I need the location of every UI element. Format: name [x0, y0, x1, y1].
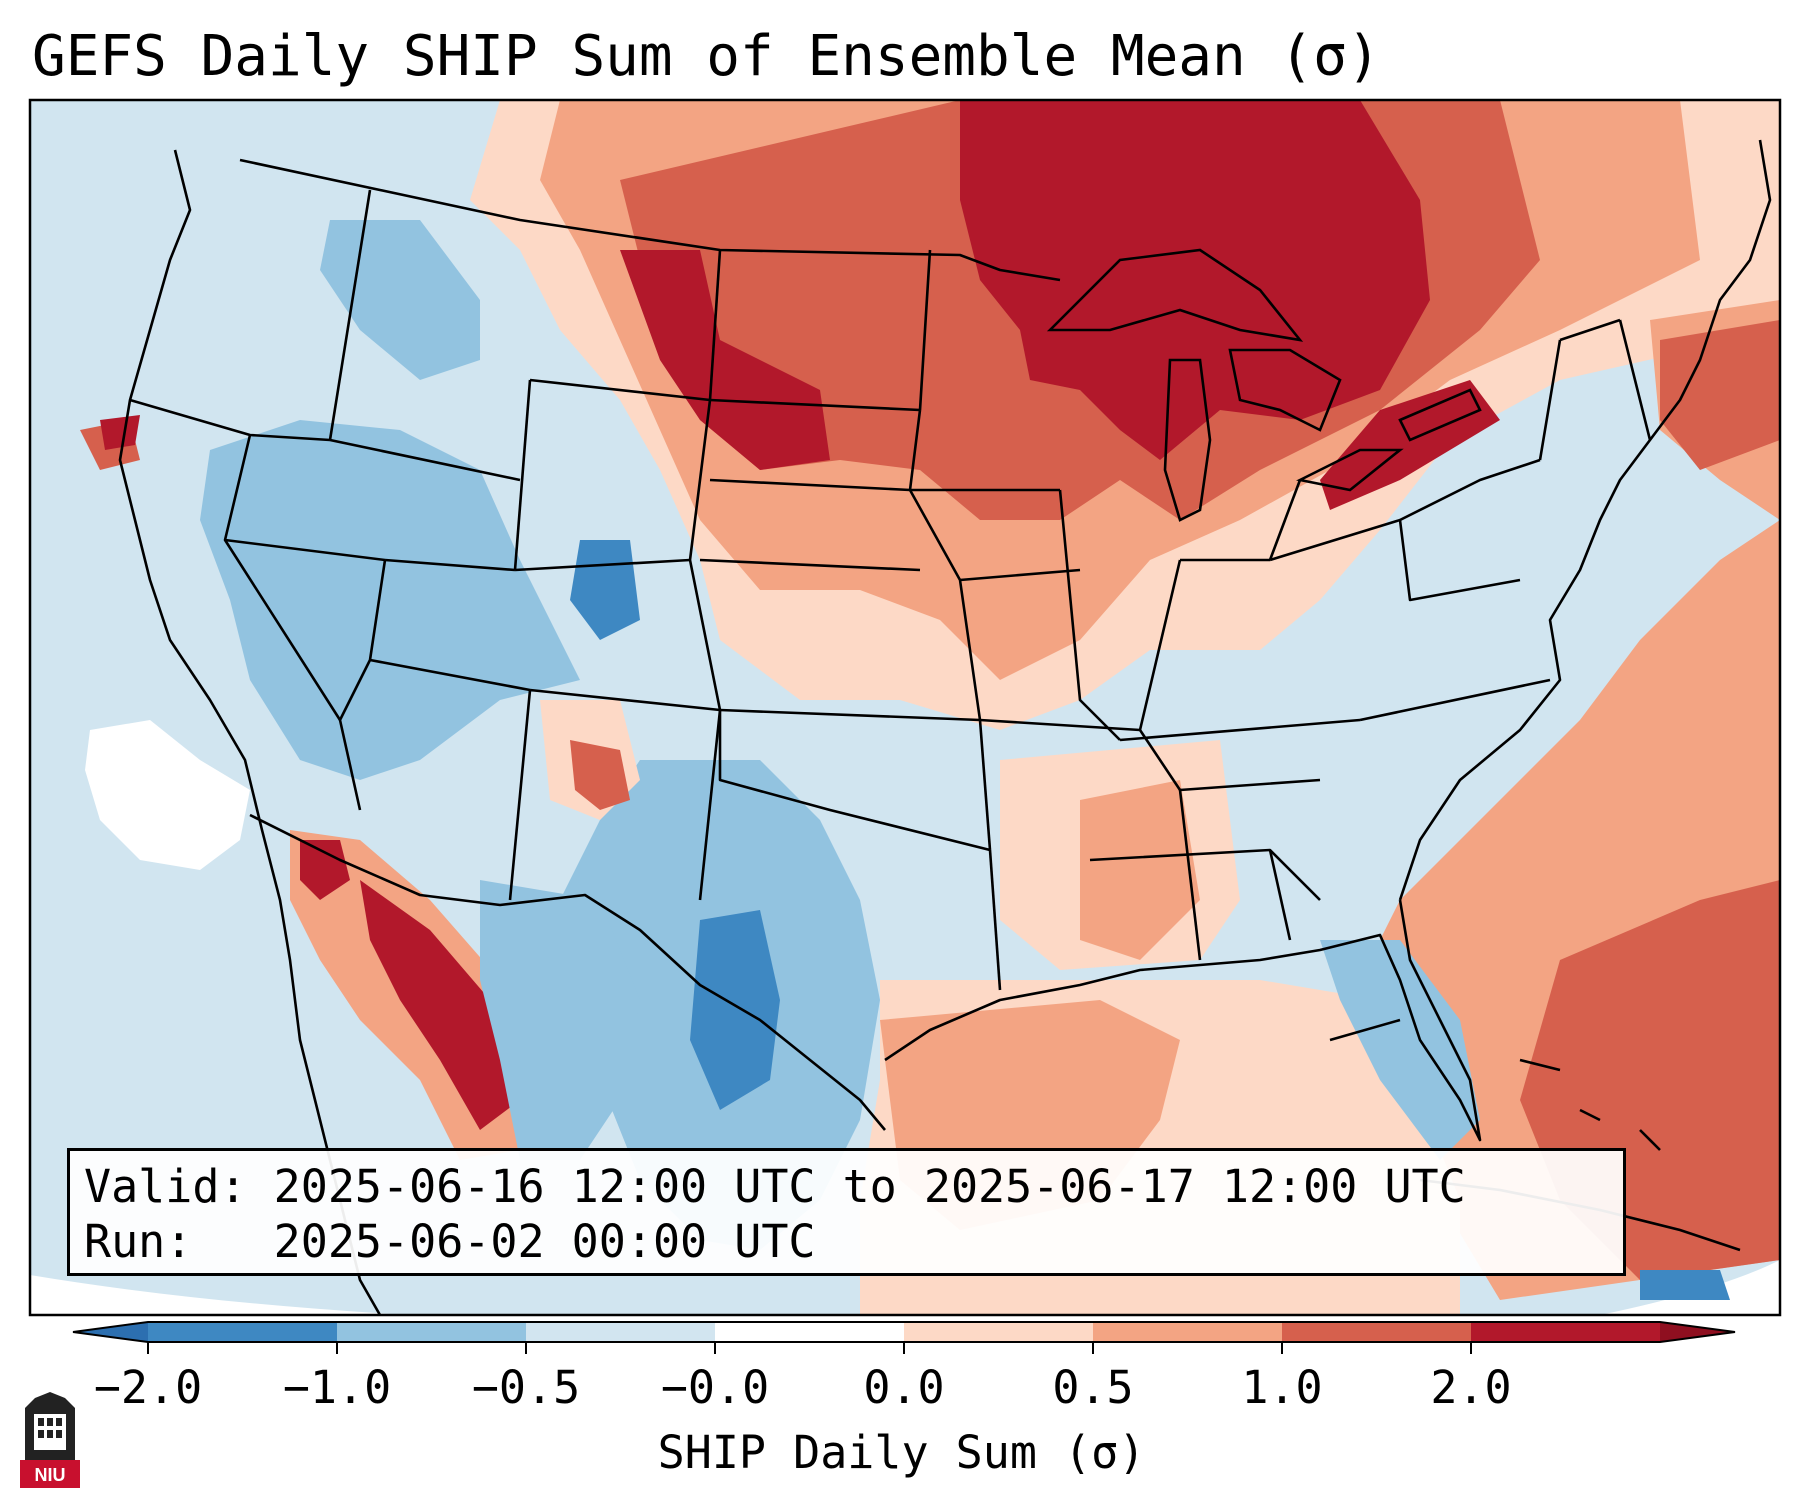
colorbar-tick-label-3: −0.0	[660, 1361, 770, 1414]
lake-huron	[1228, 348, 1342, 432]
warm-core-great-lakes	[960, 100, 1430, 460]
colorbar-tick-label-4: 0.0	[863, 1361, 945, 1414]
boundary-lines	[118, 139, 1772, 1315]
colorbar-segment-2	[526, 1322, 716, 1342]
colorbar-label: SHIP Daily Sum (σ)	[657, 1426, 1146, 1479]
warm-mississippi	[1080, 780, 1200, 960]
warm-spot-nm-core	[570, 740, 630, 810]
colorbar-segment-1	[337, 1322, 527, 1342]
warm-spot-california-core	[100, 415, 140, 450]
colorbar-segment-5	[1093, 1322, 1283, 1342]
lake-michigan	[1163, 358, 1212, 522]
valid-time: 2025-06-16 12:00 UTC to 2025-06-17 12:00…	[273, 1160, 1466, 1213]
niu-logo-text: NIU	[35, 1465, 66, 1485]
colorbar-tick-label-1: −1.0	[282, 1361, 392, 1414]
colorbar-segment-6	[1282, 1322, 1472, 1342]
neutral-patch-pacific	[85, 720, 250, 870]
lake-superior	[1046, 248, 1304, 342]
warm-core-dakotas	[620, 250, 830, 470]
colorbar-tick-label-2: −0.5	[471, 1361, 581, 1414]
cool-region-nm	[480, 880, 640, 1160]
cool-region-florida	[1320, 940, 1480, 1160]
run-label: Run:	[84, 1215, 193, 1268]
colorbar	[72, 1321, 1736, 1354]
valid-run-info-box: Valid: 2025-06-16 12:00 UTC to 2025-06-1…	[67, 1148, 1626, 1276]
map-title: GEFS Daily SHIP Sum of Ensemble Mean (σ)	[32, 24, 1381, 89]
anomaly-field	[80, 100, 1780, 1315]
colorbar-tick-label-6: 1.0	[1241, 1361, 1323, 1414]
coastline-pacific	[118, 149, 382, 1315]
colorbar-segment-0	[148, 1322, 338, 1342]
colorbar-segment-7	[1471, 1322, 1661, 1342]
map-frame	[28, 98, 1782, 1317]
colorbar-outline	[72, 1321, 1736, 1343]
warm-core-sierra	[300, 840, 350, 900]
border-canada-us	[239, 158, 1061, 282]
colorbar-over-arrow	[1660, 1322, 1735, 1342]
projection-edge-right	[1600, 1260, 1780, 1315]
warm-core-atlantic-2	[1660, 320, 1780, 470]
border-mexico-us	[249, 813, 886, 1131]
colorbar-tick-label-0: −2.0	[93, 1361, 203, 1414]
colorbar-tick-label-7: 2.0	[1430, 1361, 1512, 1414]
niu-logo: NIU	[20, 1390, 80, 1490]
cool-core-cuba	[1640, 1270, 1730, 1300]
projection-edge	[30, 1275, 408, 1315]
coastline-atlantic	[1398, 139, 1772, 901]
valid-label: Valid:	[84, 1160, 247, 1213]
colorbar-segment-3	[715, 1322, 905, 1342]
run-time: 2025-06-02 00:00 UTC	[273, 1215, 816, 1268]
lake-erie	[1296, 448, 1404, 492]
warm-core-mexico-west	[360, 880, 520, 1130]
colorbar-tick-label-5: 0.5	[1052, 1361, 1134, 1414]
cool-region-west	[200, 420, 580, 780]
colorbar-under-arrow	[73, 1322, 148, 1342]
great-lakes	[1046, 248, 1482, 522]
bahamas	[1519, 1058, 1661, 1151]
colorbar-segment-4	[904, 1322, 1094, 1342]
coastline-gulf	[884, 899, 1482, 1142]
lake-ontario	[1398, 388, 1482, 442]
cool-core-texas	[690, 910, 780, 1110]
